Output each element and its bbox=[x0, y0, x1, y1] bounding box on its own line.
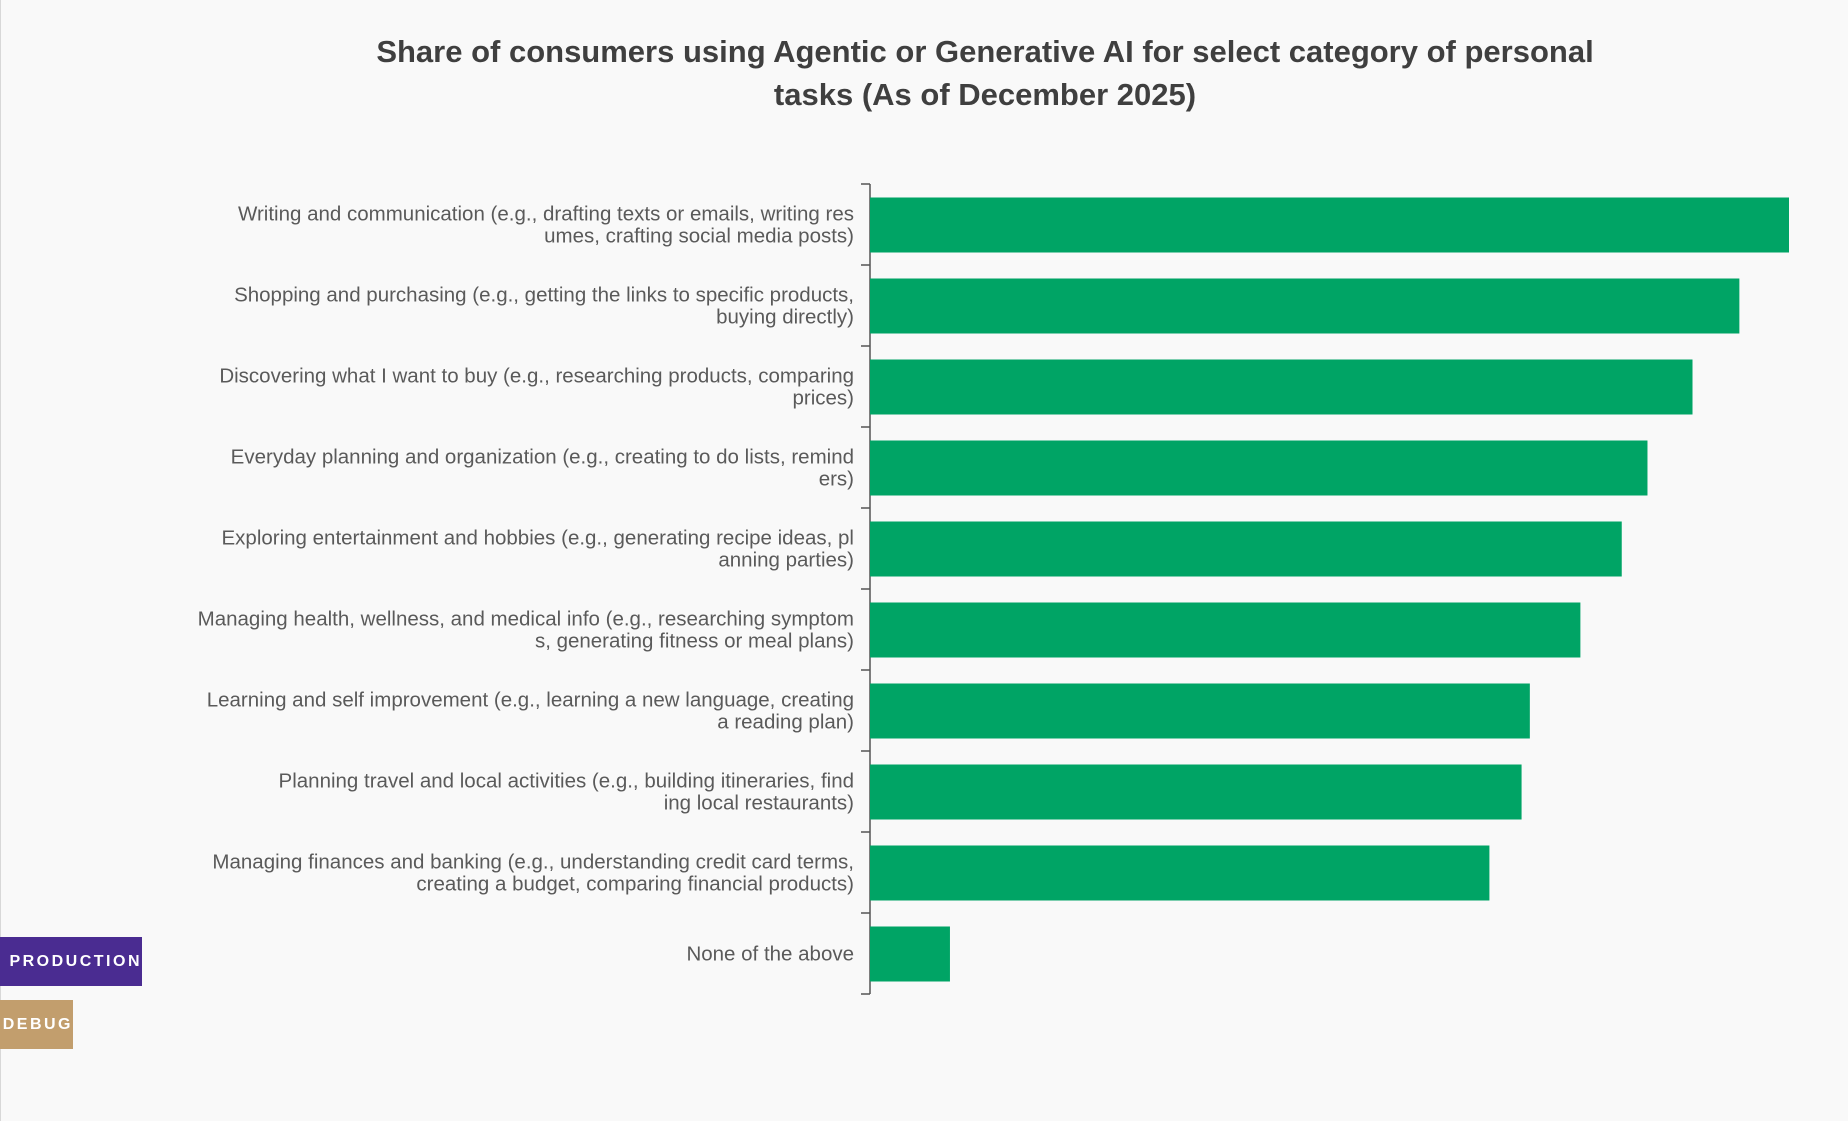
bar bbox=[870, 926, 950, 982]
category-label: a reading plan) bbox=[717, 711, 854, 734]
bar bbox=[870, 521, 1622, 577]
bar bbox=[870, 602, 1581, 658]
bar bbox=[870, 683, 1530, 739]
category-label: s, generating fitness or meal plans) bbox=[535, 630, 854, 653]
category-label: Writing and communication (e.g., draftin… bbox=[238, 203, 854, 226]
category-label: ers) bbox=[819, 468, 854, 491]
category-label: Exploring entertainment and hobbies (e.g… bbox=[222, 527, 855, 550]
production-badge-label: PRODUCTION bbox=[9, 953, 142, 970]
category-label: Shopping and purchasing (e.g., getting t… bbox=[234, 284, 854, 307]
bar bbox=[870, 197, 1789, 253]
bar bbox=[870, 845, 1490, 901]
chart-title: Share of consumers using Agentic or Gene… bbox=[376, 34, 1594, 112]
category-label: Everyday planning and organization (e.g.… bbox=[231, 446, 854, 469]
category-label: umes, crafting social media posts) bbox=[544, 225, 854, 248]
production-badge[interactable]: PRODUCTION bbox=[0, 937, 142, 986]
category-label: anning parties) bbox=[718, 549, 854, 572]
category-label: Managing finances and banking (e.g., und… bbox=[212, 851, 854, 874]
category-label: Learning and self improvement (e.g., lea… bbox=[207, 689, 854, 712]
category-label: Discovering what I want to buy (e.g., re… bbox=[219, 365, 854, 388]
category-label: Planning travel and local activities (e.… bbox=[279, 770, 854, 793]
category-label: prices) bbox=[792, 387, 854, 410]
bar bbox=[870, 764, 1522, 820]
debug-badge[interactable]: DEBUG bbox=[0, 1000, 73, 1049]
bar bbox=[870, 359, 1693, 415]
category-label: buying directly) bbox=[716, 306, 854, 329]
debug-badge-label: DEBUG bbox=[2, 1016, 73, 1033]
bar bbox=[870, 278, 1740, 334]
window-left-border bbox=[0, 0, 1, 1121]
category-label: Managing health, wellness, and medical i… bbox=[198, 608, 854, 631]
category-label: None of the above bbox=[686, 943, 854, 966]
category-label: ing local restaurants) bbox=[664, 792, 854, 815]
category-label: creating a budget, comparing financial p… bbox=[416, 873, 854, 896]
bar bbox=[870, 440, 1648, 496]
